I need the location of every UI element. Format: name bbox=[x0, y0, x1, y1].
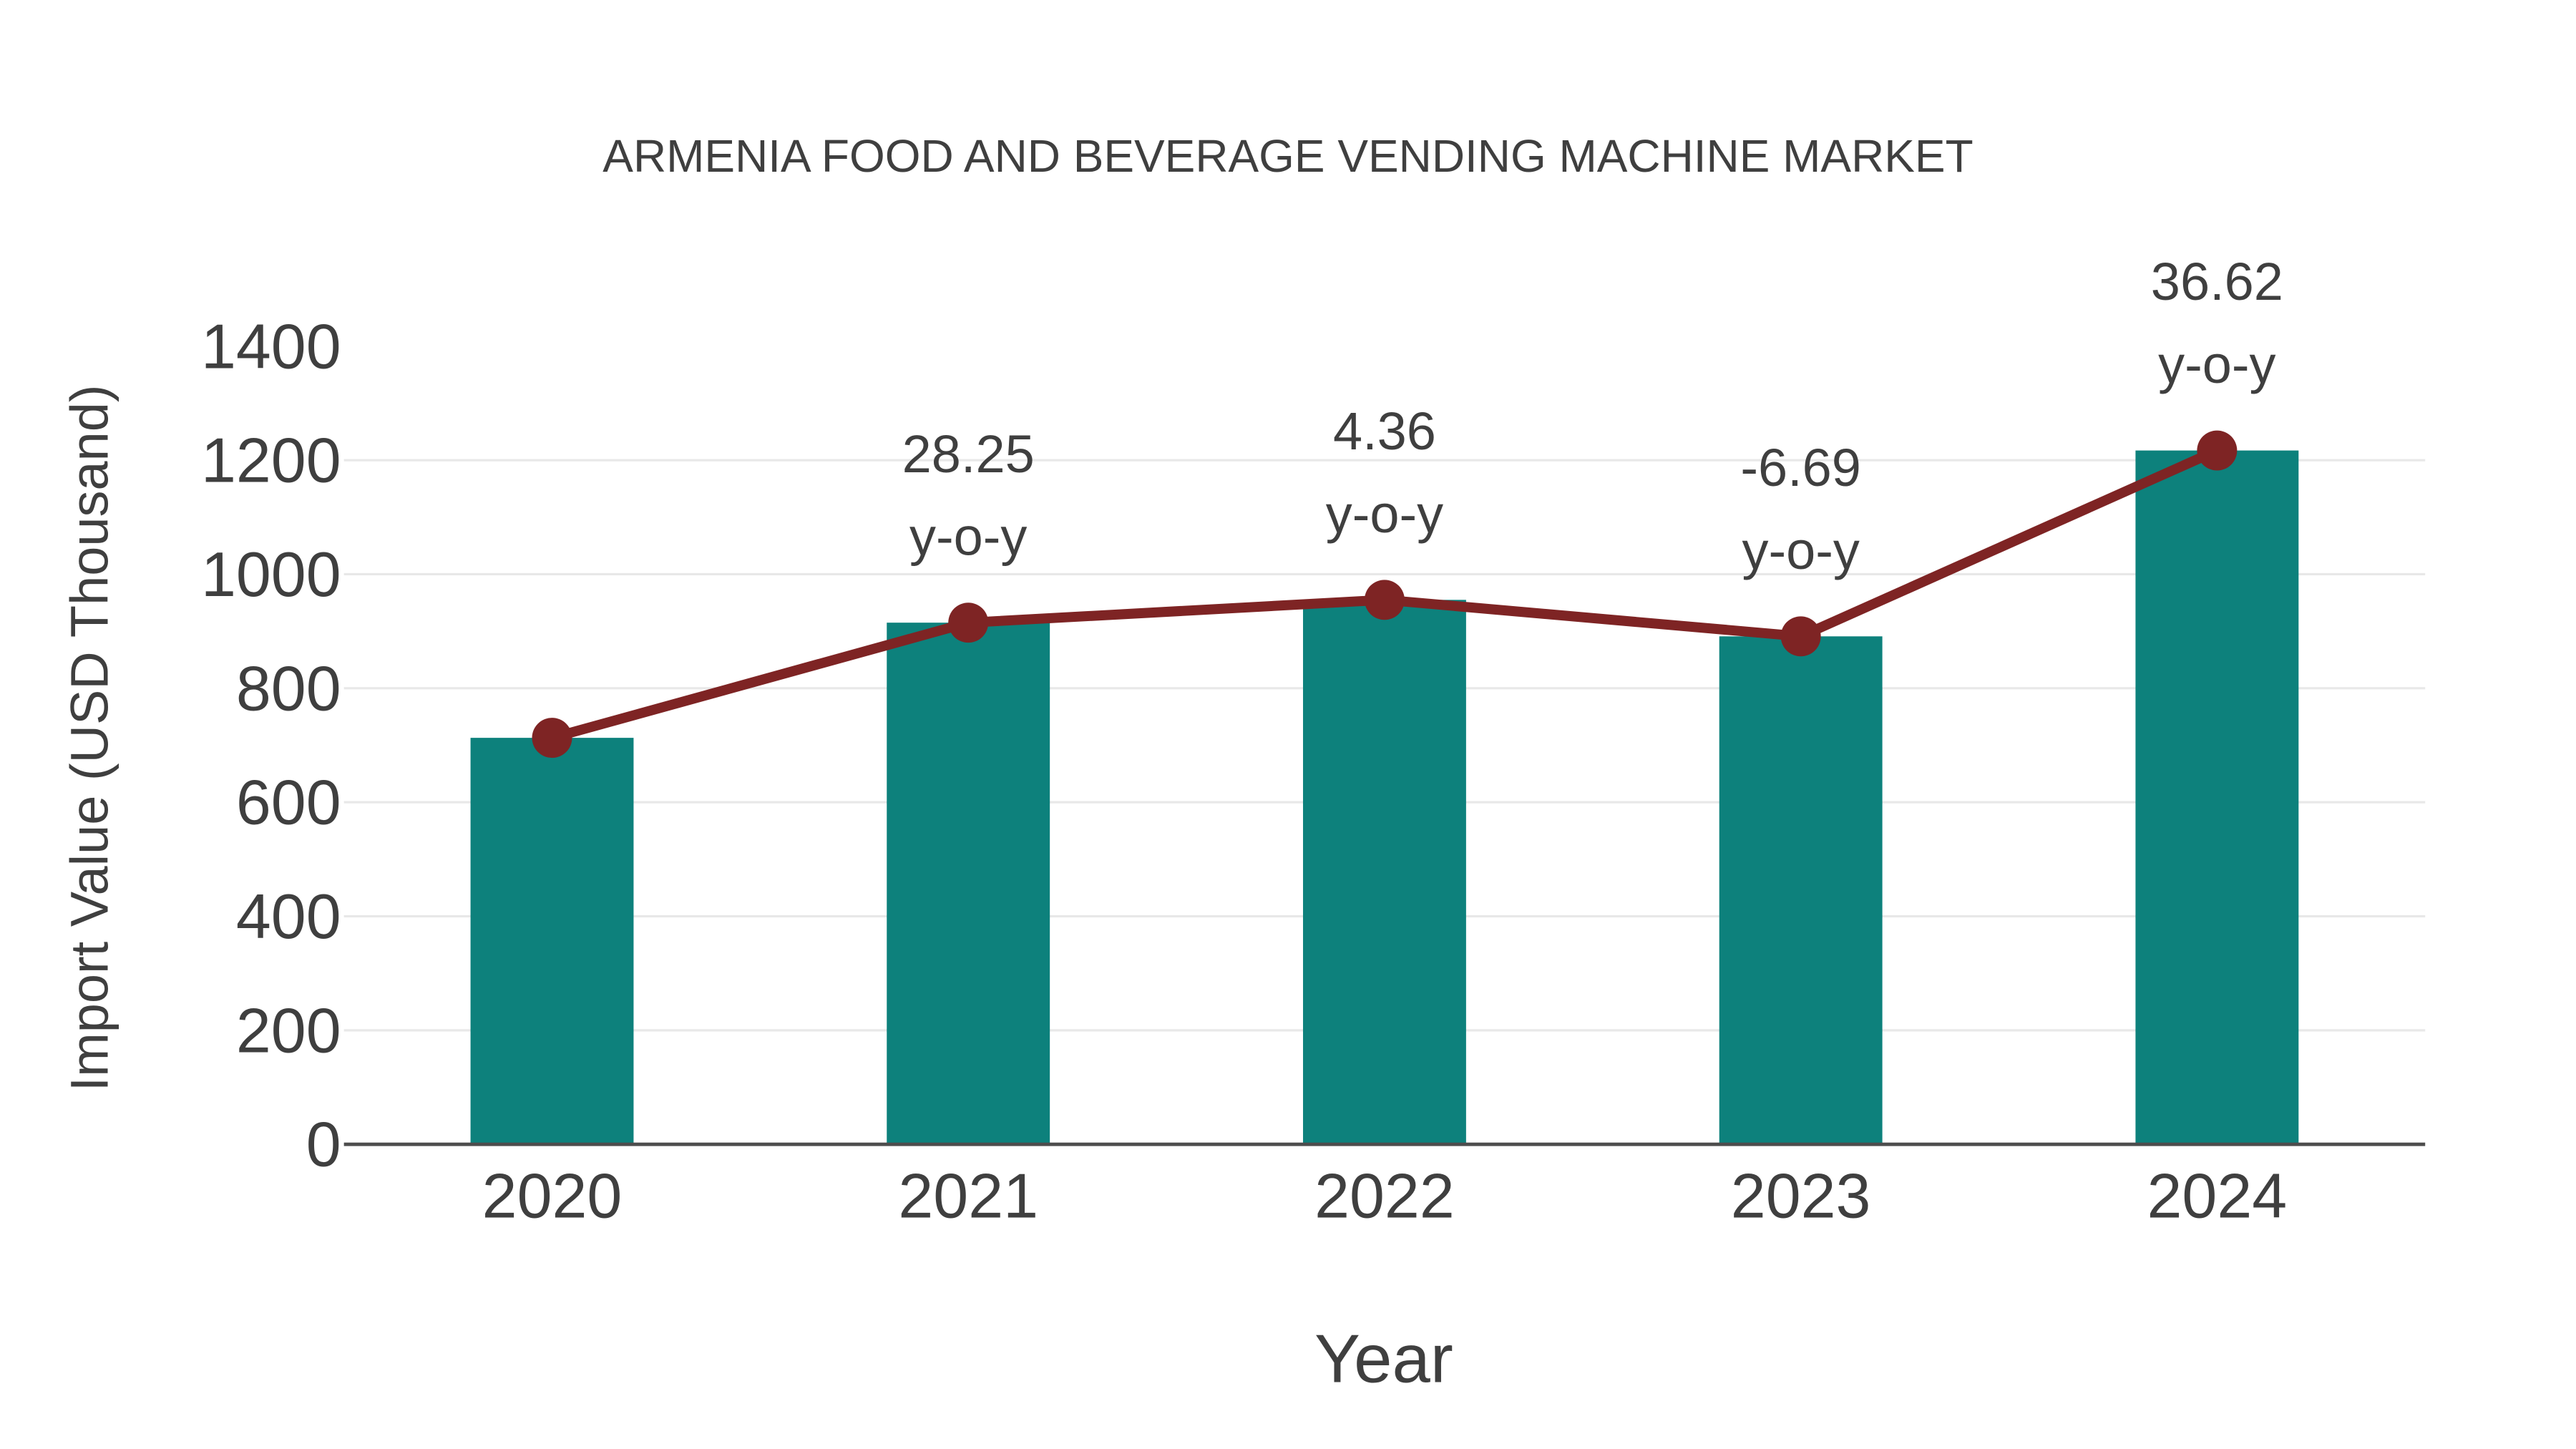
data-point-2020 bbox=[532, 718, 572, 758]
bars bbox=[470, 450, 2299, 1145]
y-axis-title: Import Value (USD Thousand) bbox=[59, 385, 119, 1092]
x-tick-labels: 2020 2021 2022 2023 2024 bbox=[482, 1161, 2287, 1231]
annotation-suffix-2023: y-o-y bbox=[1742, 521, 1859, 580]
annotation-suffix-2021: y-o-y bbox=[909, 507, 1027, 567]
data-point-2022 bbox=[1364, 580, 1405, 620]
data-point-2021 bbox=[948, 602, 989, 643]
y-tick-label-600: 600 bbox=[236, 767, 341, 838]
annotations: 28.25 y-o-y 4.36 y-o-y -6.69 y-o-y 36.62 y-o-y bbox=[902, 252, 2283, 580]
x-tick-label-2023: 2023 bbox=[1731, 1161, 1871, 1231]
annotation-value-2023: -6.69 bbox=[1740, 438, 1861, 497]
data-point-2023 bbox=[1780, 616, 1821, 657]
chart-title: ARMENIA FOOD AND BEVERAGE VENDING MACHIN… bbox=[602, 130, 1973, 182]
bar-2020 bbox=[470, 738, 634, 1145]
y-tick-label-800: 800 bbox=[236, 653, 341, 723]
bar-2024 bbox=[2135, 450, 2299, 1145]
x-tick-label-2022: 2022 bbox=[1314, 1161, 1455, 1231]
bar-2022 bbox=[1302, 600, 1466, 1145]
y-tick-label-1000: 1000 bbox=[201, 539, 341, 610]
bar-2021 bbox=[887, 623, 1050, 1145]
data-point-2024 bbox=[2197, 430, 2238, 471]
annotation-suffix-2024: y-o-y bbox=[2158, 335, 2275, 394]
annotation-value-2021: 28.25 bbox=[902, 424, 1035, 484]
x-axis-title: Year bbox=[1314, 1321, 1453, 1397]
bar-2023 bbox=[1719, 636, 1883, 1145]
x-tick-label-2020: 2020 bbox=[482, 1161, 623, 1231]
x-tick-label-2021: 2021 bbox=[898, 1161, 1038, 1231]
y-tick-label-1400: 1400 bbox=[201, 311, 341, 381]
y-tick-label-400: 400 bbox=[236, 881, 341, 952]
y-tick-labels: 0 200 400 600 800 1000 1200 1400 bbox=[201, 311, 341, 1179]
y-tick-label-200: 200 bbox=[236, 995, 341, 1065]
x-tick-label-2024: 2024 bbox=[2147, 1161, 2288, 1231]
annotation-suffix-2022: y-o-y bbox=[1326, 484, 1443, 544]
annotation-value-2024: 36.62 bbox=[2151, 252, 2283, 311]
annotation-value-2022: 4.36 bbox=[1333, 401, 1436, 461]
data-points bbox=[532, 430, 2238, 758]
y-tick-label-0: 0 bbox=[306, 1109, 341, 1180]
y-tick-label-1200: 1200 bbox=[201, 425, 341, 496]
